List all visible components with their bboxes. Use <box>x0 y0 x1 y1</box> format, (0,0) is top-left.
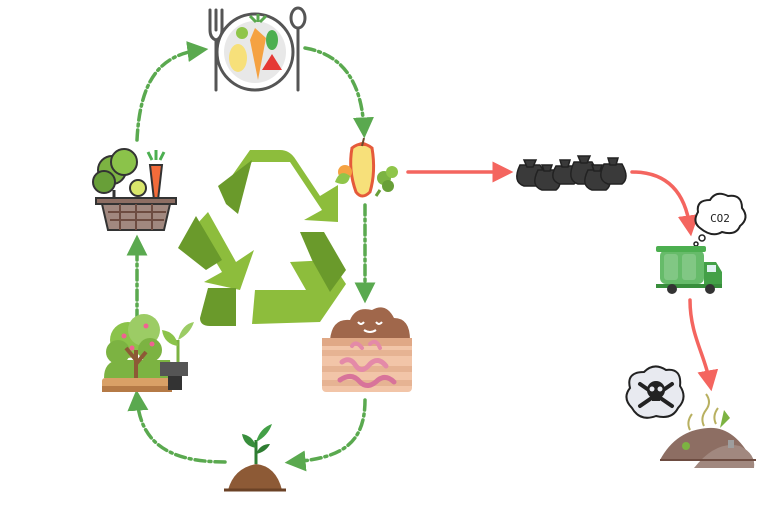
recycle-symbol-icon <box>178 150 346 326</box>
garbage-truck-icon <box>656 246 722 294</box>
landfill-heap-icon <box>660 393 756 468</box>
arrow-compost-to-sprout <box>284 398 367 472</box>
co2-label: CO2 <box>710 212 730 225</box>
arrow-sprout-to-garden <box>127 389 227 464</box>
arrow-basket-to-plate <box>135 41 209 142</box>
food-scraps-icon <box>335 137 398 198</box>
vegetable-basket-icon <box>92 148 177 231</box>
skull-crossbones-icon <box>625 365 685 419</box>
arrow-trash-to-truck <box>630 170 699 237</box>
sprout-soil-icon <box>224 424 286 492</box>
compost-bin-worms-icon <box>322 307 412 392</box>
trash-bags-icon <box>516 155 627 191</box>
garden-tree-seedling-icon <box>102 314 194 392</box>
co2-cloud: CO2 <box>693 192 747 247</box>
arrow-truck-to-landfill <box>688 298 719 392</box>
arrow-plate-to-scraps <box>303 46 374 139</box>
plate-cutlery-icon <box>208 6 307 92</box>
